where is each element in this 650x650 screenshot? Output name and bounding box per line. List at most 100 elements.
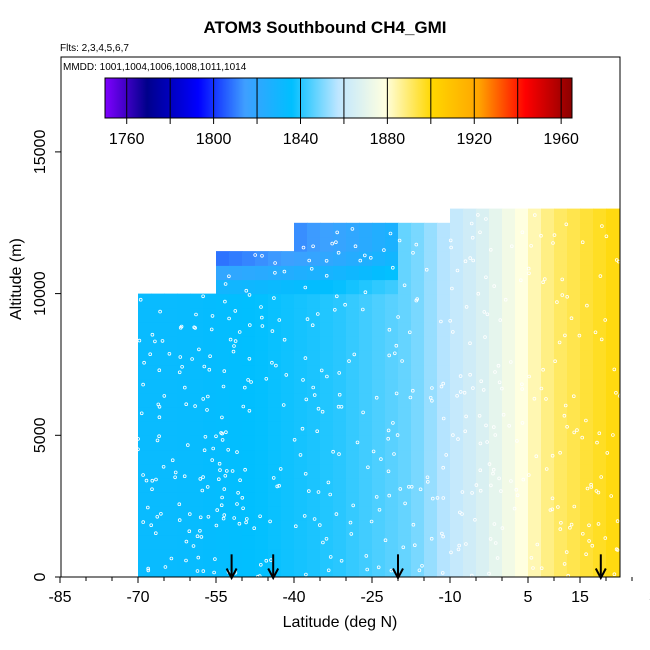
- field-cell: [463, 251, 477, 266]
- sample-dot: [303, 356, 308, 360]
- field-cell: [567, 364, 581, 380]
- field-cell: [138, 392, 152, 408]
- field-cell: [255, 392, 269, 408]
- field-cell: [333, 279, 347, 295]
- field-cell: [554, 236, 568, 252]
- field-cell: [632, 520, 646, 535]
- field-cell: [320, 293, 334, 309]
- field-cell: [307, 449, 321, 465]
- field-cell: [203, 548, 217, 564]
- sample-dot: [252, 526, 257, 530]
- field-cell: [476, 236, 490, 252]
- field-cell: [385, 236, 399, 252]
- sample-dot: [268, 519, 272, 524]
- sample-dot: [306, 489, 311, 493]
- field-cell: [606, 350, 620, 366]
- sample-dot: [560, 293, 565, 297]
- field-cell: [580, 407, 594, 422]
- field-cell: [515, 534, 529, 550]
- field-cell: [359, 236, 373, 252]
- sample-dot: [395, 433, 400, 437]
- field-cell: [606, 378, 620, 394]
- field-cell: [515, 477, 529, 493]
- sample-dot: [169, 556, 174, 561]
- field-cell: [502, 222, 516, 238]
- sample-dot: [477, 413, 482, 418]
- y-tick-label: 15000: [32, 130, 49, 175]
- field-cell: [489, 364, 503, 380]
- sample-dot: [626, 518, 629, 521]
- field-cell: [450, 477, 464, 493]
- sample-dot: [492, 284, 497, 288]
- sample-dot: [637, 360, 640, 363]
- sample-dot: [414, 242, 419, 247]
- sample-dot: [407, 330, 412, 335]
- field-cell: [177, 307, 191, 323]
- field-cell: [385, 293, 399, 309]
- field-cell: [450, 378, 464, 394]
- field-cell: [307, 435, 321, 451]
- field-cell: [307, 520, 321, 536]
- field-cell: [502, 364, 516, 380]
- field-cell: [554, 407, 568, 422]
- sample-dot: [208, 354, 212, 359]
- field-cell: [268, 321, 282, 337]
- sample-dot: [572, 504, 577, 509]
- sample-dot: [493, 370, 497, 374]
- sample-dot: [411, 522, 416, 527]
- x-axis-label: Latitude (deg N): [282, 614, 398, 631]
- field-cell: [203, 506, 217, 521]
- field-cell: [372, 534, 386, 550]
- sample-dot: [334, 512, 339, 516]
- field-cell: [580, 463, 594, 479]
- field-cell: [255, 293, 269, 309]
- field-cell: [229, 520, 243, 536]
- field-cell: [151, 477, 165, 493]
- field-cell: [255, 506, 269, 521]
- sample-dot: [218, 468, 222, 472]
- sample-dot: [409, 484, 414, 489]
- field-cell: [502, 378, 516, 394]
- sample-dot: [240, 495, 245, 500]
- field-cell: [632, 535, 646, 550]
- sample-dot: [358, 258, 363, 263]
- field-cell: [528, 265, 542, 281]
- field-cell: [177, 392, 191, 408]
- field-cell: [476, 492, 490, 507]
- field-cell: [489, 407, 503, 422]
- field-cell: [632, 478, 646, 493]
- field-cell: [489, 307, 503, 323]
- field-cell: [580, 236, 594, 252]
- field-cell: [450, 336, 464, 351]
- field-cell: [385, 279, 399, 295]
- field-cell: [242, 251, 256, 266]
- field-cell: [320, 222, 334, 238]
- field-cell: [242, 520, 256, 536]
- sample-dot: [194, 312, 198, 317]
- field-cell: [333, 548, 347, 564]
- field-cell: [294, 364, 308, 380]
- field-cell: [567, 477, 581, 493]
- field-cell: [281, 364, 295, 380]
- sample-dot: [350, 227, 355, 231]
- sample-dot: [184, 402, 189, 407]
- field-cell: [398, 307, 412, 323]
- field-cell: [255, 492, 269, 507]
- field-cell: [268, 463, 282, 479]
- sample-dot: [526, 266, 531, 271]
- sample-dot: [270, 329, 275, 333]
- field-cell: [177, 534, 191, 550]
- sample-dot: [153, 339, 157, 344]
- sample-dot: [183, 385, 187, 390]
- field-cell: [411, 407, 425, 422]
- sample-dot: [468, 341, 472, 346]
- colorbar-gradient: [104, 77, 573, 119]
- sample-dot: [157, 368, 162, 373]
- field-cell: [216, 307, 230, 323]
- field-cell: [320, 449, 334, 465]
- field-cell: [320, 477, 334, 493]
- sample-dot: [487, 571, 491, 576]
- sample-dot: [509, 479, 513, 483]
- field-cell: [567, 492, 581, 507]
- field-cell: [190, 336, 204, 351]
